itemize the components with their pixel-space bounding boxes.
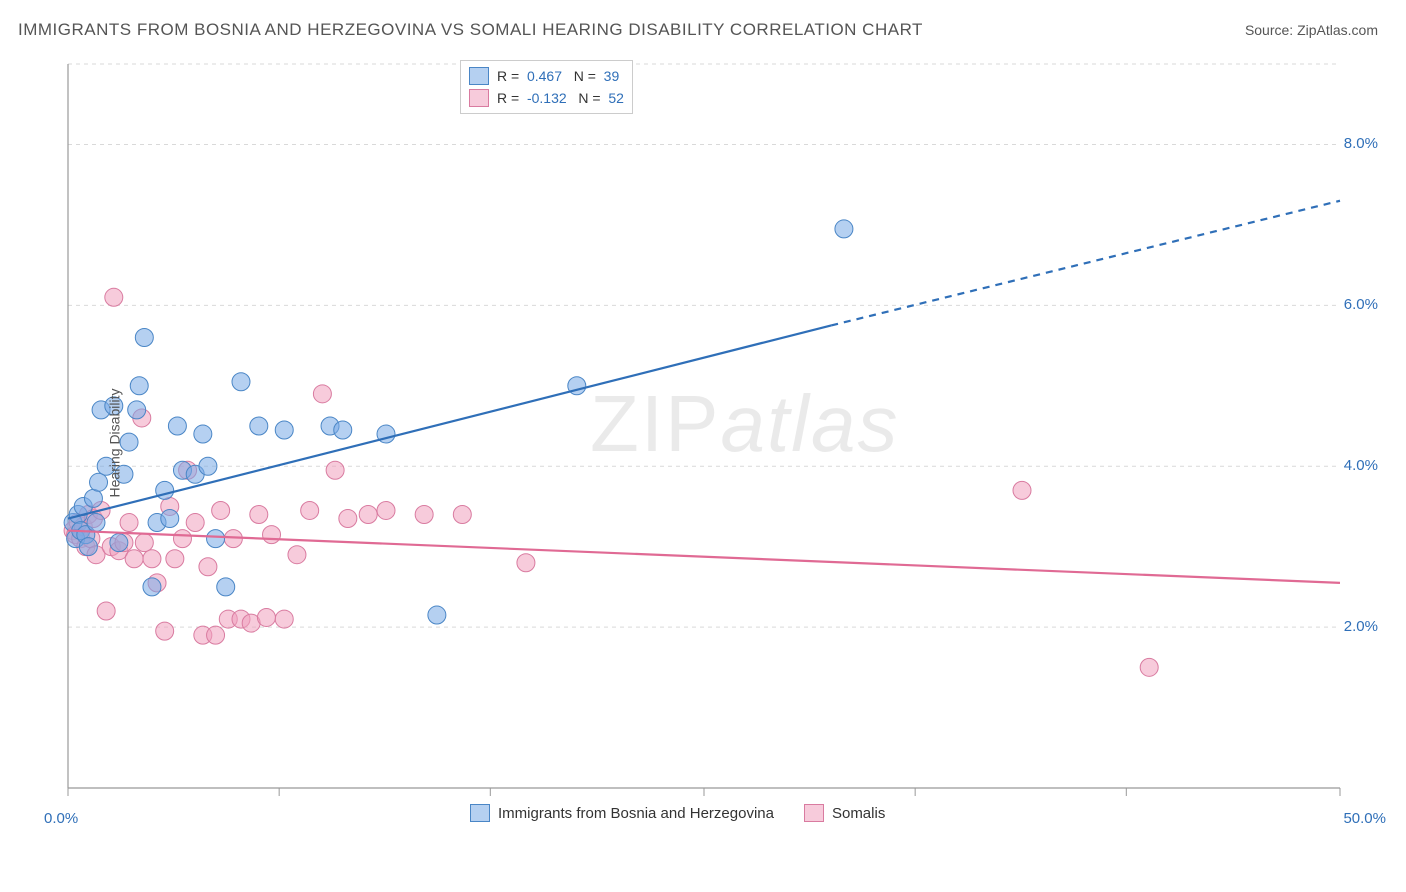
stats-legend-text: R = -0.132 N = 52 [497,90,624,106]
stats-legend-row: R = -0.132 N = 52 [469,87,624,109]
legend-label: Immigrants from Bosnia and Herzegovina [498,805,774,822]
pink-swatch-icon [469,89,489,107]
blue-swatch-icon [470,804,490,822]
pink-swatch-icon [804,804,824,822]
stats-legend-text: R = 0.467 N = 39 [497,68,619,84]
source-name: ZipAtlas.com [1297,22,1378,38]
ytick-label: 4.0% [1344,457,1378,474]
ytick-label: 2.0% [1344,618,1378,635]
source-prefix: Source: [1245,22,1297,38]
stats-legend-row: R = 0.467 N = 39 [469,65,624,87]
y-axis-label: Hearing Disability [106,389,122,498]
chart-svg [50,58,1380,828]
chart-title: IMMIGRANTS FROM BOSNIA AND HERZEGOVINA V… [18,20,923,40]
legend-label: Somalis [832,805,885,822]
stats-legend: R = 0.467 N = 39 R = -0.132 N = 52 [460,60,633,114]
blue-swatch-icon [469,67,489,85]
bottom-legend: Immigrants from Bosnia and Herzegovina So… [470,804,885,822]
chart-plot: Hearing Disability ZIPatlas R = 0.467 N … [50,58,1380,828]
ytick-label: 8.0% [1344,135,1378,152]
x-max-label: 50.0% [1343,810,1386,827]
ytick-label: 6.0% [1344,296,1378,313]
x-min-label: 0.0% [44,810,78,827]
legend-item: Immigrants from Bosnia and Herzegovina [470,804,774,822]
legend-item: Somalis [804,804,885,822]
source-label: Source: ZipAtlas.com [1245,22,1378,38]
